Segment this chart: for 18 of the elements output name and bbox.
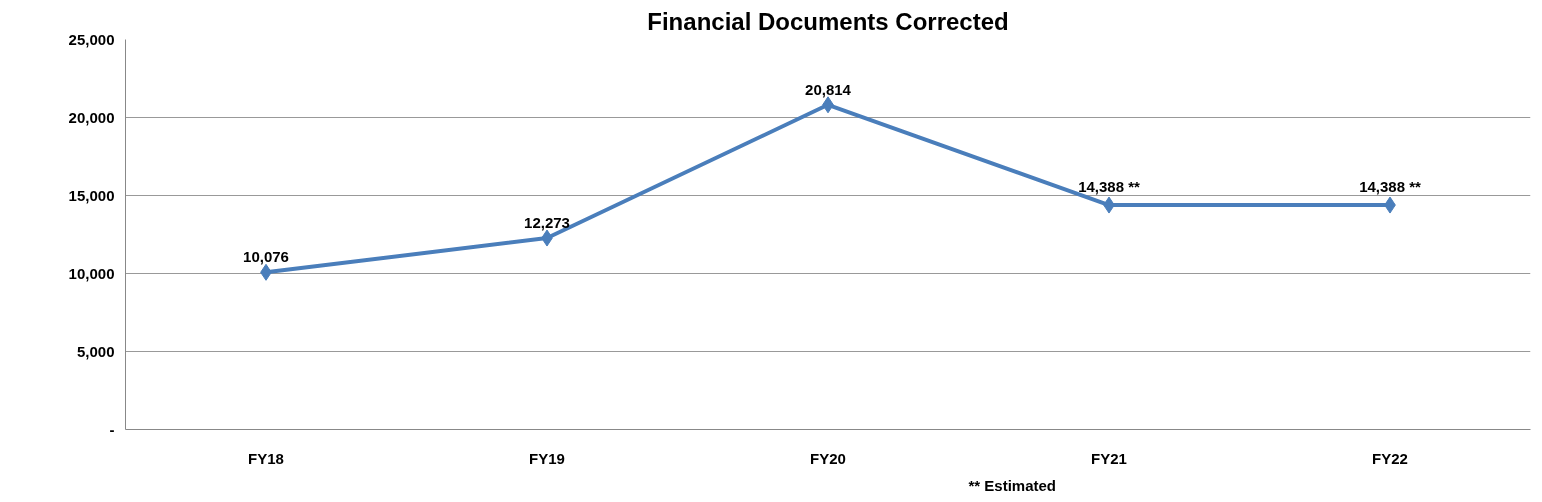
data-label: 10,076 — [243, 248, 289, 266]
data-label: 14,388 ** — [1078, 178, 1141, 196]
x-tick-label: FY18 — [248, 449, 284, 467]
y-tick-label: 20,000 — [68, 108, 115, 126]
x-tick-label: FY21 — [1091, 449, 1127, 467]
y-tick-label: - — [109, 420, 115, 438]
y-tick-label: 5,000 — [76, 342, 115, 360]
x-tick-label: FY19 — [529, 449, 565, 467]
y-tick-label: 10,000 — [68, 264, 115, 282]
x-tick-label: FY20 — [810, 449, 846, 467]
x-tick-label: FY22 — [1372, 449, 1408, 467]
y-tick-label: 15,000 — [68, 186, 115, 204]
y-tick-label: 25,000 — [68, 30, 115, 48]
text: ** Estimated — [968, 476, 1057, 494]
data-label: 12,273 — [524, 214, 570, 232]
data-label: 14,388 ** — [1359, 178, 1422, 196]
chart-title: Financial Documents Corrected — [647, 7, 1009, 35]
data-label: 20,814 — [805, 80, 852, 98]
